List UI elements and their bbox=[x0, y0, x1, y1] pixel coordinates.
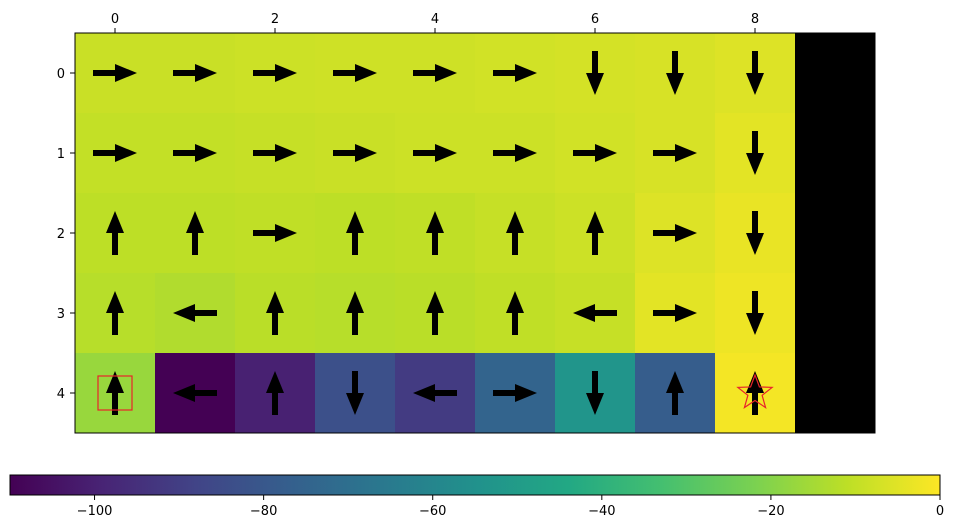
arrow-up-icon bbox=[266, 371, 284, 415]
arrow-down-icon bbox=[746, 51, 764, 95]
arrow-up-icon bbox=[186, 211, 204, 255]
x-tick-label: 0 bbox=[111, 12, 119, 27]
arrow-right-icon bbox=[653, 304, 697, 322]
colorbar-tick-label: −20 bbox=[757, 504, 784, 519]
arrow-right-icon bbox=[493, 144, 537, 162]
arrow-up-icon bbox=[266, 291, 284, 335]
arrow-down-icon bbox=[586, 371, 604, 415]
arrow-right-icon bbox=[573, 144, 617, 162]
colorbar-gradient bbox=[9, 474, 941, 496]
arrow-up-icon bbox=[426, 291, 444, 335]
arrow-down-icon bbox=[746, 211, 764, 255]
y-tick-label: 3 bbox=[57, 307, 65, 322]
arrow-up-icon bbox=[746, 371, 764, 415]
x-tick-label: 6 bbox=[591, 12, 599, 27]
colorbar-tick-label: −80 bbox=[250, 504, 277, 519]
colorbar-tick-label: 0 bbox=[936, 504, 944, 519]
arrow-right-icon bbox=[253, 64, 297, 82]
arrow-down-icon bbox=[586, 51, 604, 95]
colorbar: −100 −80 −60 −40 −20 0 bbox=[9, 474, 944, 519]
heatmap-cell-r3-c9 bbox=[795, 273, 876, 354]
arrow-right-icon bbox=[93, 144, 137, 162]
arrow-left-icon bbox=[413, 384, 457, 402]
heatmap-cell-r4-c9 bbox=[795, 353, 876, 434]
arrow-left-icon bbox=[173, 384, 217, 402]
arrow-right-icon bbox=[653, 224, 697, 242]
colorbar-tick-label: −40 bbox=[588, 504, 615, 519]
arrow-right-icon bbox=[413, 64, 457, 82]
arrow-up-icon bbox=[106, 211, 124, 255]
arrow-left-icon bbox=[573, 304, 617, 322]
heatmap-cell-r0-c9 bbox=[795, 33, 876, 114]
arrow-right-icon bbox=[493, 384, 537, 402]
x-tick-label: 8 bbox=[751, 12, 759, 27]
arrow-right-icon bbox=[333, 64, 377, 82]
heatmap-plot: 0 2 4 6 8 0 1 2 3 4 bbox=[57, 12, 876, 434]
arrow-right-icon bbox=[253, 144, 297, 162]
arrow-left-icon bbox=[173, 304, 217, 322]
arrow-right-icon bbox=[93, 64, 137, 82]
y-tick-label: 1 bbox=[57, 147, 65, 162]
arrow-down-icon bbox=[746, 291, 764, 335]
colorbar-tick-label: −60 bbox=[419, 504, 446, 519]
colorbar-tick-label: −100 bbox=[77, 504, 113, 519]
x-tick-label: 2 bbox=[271, 12, 279, 27]
goal-star-marker bbox=[736, 373, 774, 409]
arrow-up-icon bbox=[666, 371, 684, 415]
arrow-right-icon bbox=[253, 224, 297, 242]
heatmap-cell-r2-c9 bbox=[795, 193, 876, 274]
arrow-up-icon bbox=[506, 211, 524, 255]
start-square-marker bbox=[97, 375, 133, 411]
arrow-right-icon bbox=[333, 144, 377, 162]
arrow-down-icon bbox=[666, 51, 684, 95]
y-tick-label: 4 bbox=[57, 387, 65, 402]
arrow-up-icon bbox=[586, 211, 604, 255]
arrow-up-icon bbox=[346, 291, 364, 335]
x-tick-label: 4 bbox=[431, 12, 439, 27]
heatmap-cell-r1-c9 bbox=[795, 113, 876, 194]
arrow-down-icon bbox=[746, 131, 764, 175]
y-tick-label: 2 bbox=[57, 227, 65, 242]
arrow-up-icon bbox=[426, 211, 444, 255]
arrow-right-icon bbox=[493, 64, 537, 82]
arrow-up-icon bbox=[506, 291, 524, 335]
arrow-right-icon bbox=[653, 144, 697, 162]
arrow-right-icon bbox=[173, 144, 217, 162]
arrow-up-icon bbox=[346, 211, 364, 255]
arrow-right-icon bbox=[413, 144, 457, 162]
arrow-down-icon bbox=[346, 371, 364, 415]
arrow-up-icon bbox=[106, 291, 124, 335]
y-tick-label: 0 bbox=[57, 67, 65, 82]
arrow-right-icon bbox=[173, 64, 217, 82]
arrow-up-icon bbox=[106, 371, 124, 415]
